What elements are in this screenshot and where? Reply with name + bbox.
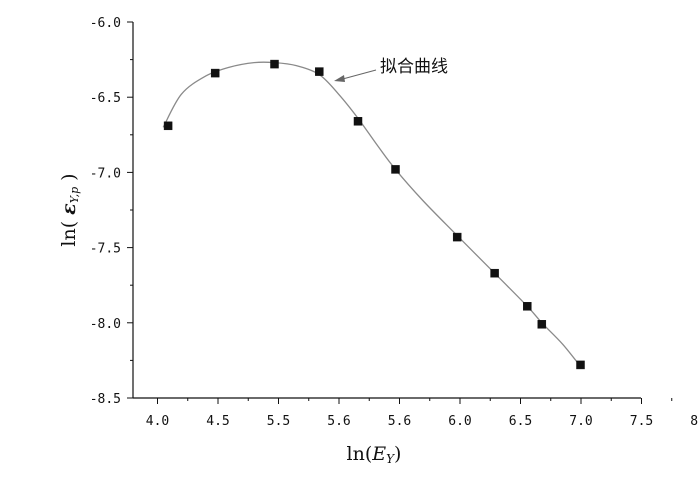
data-point	[163, 121, 173, 131]
x-tick-label: 4.0	[146, 414, 169, 429]
x-ticks: 4.0 4.5 5.5 5.6 5.6 6.0 6.5 7.0 7.5 8.0	[146, 398, 700, 429]
y-tick-label: -7.0	[90, 166, 121, 181]
x-tick-label: 7.0	[569, 414, 592, 429]
y-tick-label: -6.0	[90, 16, 121, 31]
data-points-layer	[163, 59, 585, 370]
y-tick-label: -8.0	[90, 317, 121, 332]
x-tick-label: 8.0	[690, 414, 700, 429]
x-tick-label: 4.5	[206, 414, 229, 429]
data-point	[576, 360, 585, 370]
x-tick-label: 6.5	[509, 414, 532, 429]
x-tick-label: 5.6	[388, 414, 411, 429]
data-point	[315, 67, 324, 76]
plot-area	[132, 22, 641, 399]
fit-curve-layer	[162, 61, 582, 367]
fit-curve-line	[162, 61, 582, 367]
annotation-label: 拟合曲线	[380, 57, 448, 77]
data-point	[353, 117, 363, 126]
data-point	[210, 68, 220, 78]
data-point	[490, 268, 499, 278]
x-tick-label: 5.6	[327, 414, 350, 429]
y-tick-label: -7.5	[90, 242, 121, 257]
y-axis-title: ln( εY,p )	[58, 173, 81, 246]
data-point	[270, 59, 279, 69]
annotation: 拟合曲线	[334, 57, 448, 82]
data-point	[452, 232, 462, 242]
x-tick-label: 7.5	[630, 414, 653, 429]
y-ticks: -8.5 -8.0 -7.5 -7.0 -6.5 -6.0	[90, 16, 133, 407]
x-tick-label: 5.5	[267, 414, 290, 429]
y-tick-label: -8.5	[90, 392, 121, 407]
data-point	[537, 320, 547, 329]
data-point	[391, 165, 400, 174]
x-tick-label: 6.0	[448, 414, 471, 429]
x-axis-title: ln(EY)	[347, 443, 402, 466]
y-tick-label: -6.5	[90, 91, 121, 106]
annotation-arrow-shaft	[338, 69, 377, 81]
data-point	[523, 302, 532, 311]
annotation-arrow-head	[334, 75, 345, 82]
